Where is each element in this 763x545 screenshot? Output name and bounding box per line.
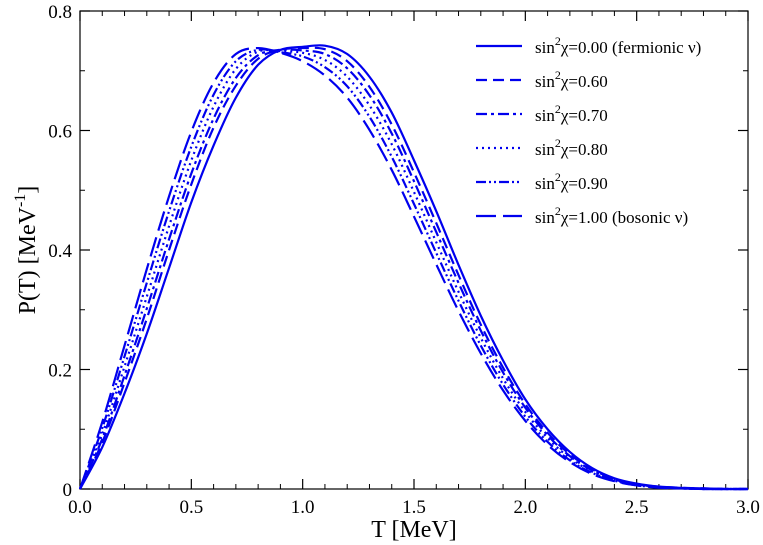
legend-label-3: sin2χ=0.80 bbox=[535, 136, 608, 159]
legend-label-2: sin2χ=0.70 bbox=[535, 102, 608, 125]
series-line-3 bbox=[78, 48, 748, 491]
y-axis-title-base: P(T) [MeV bbox=[15, 206, 41, 314]
tick-labels: 0.0 0.5 1.0 1.5 2.0 2.5 3.0 0 0.2 0.4 0.6 0.8 bbox=[48, 2, 760, 518]
x-tick-label: 1.5 bbox=[402, 497, 426, 518]
series-line-5 bbox=[78, 46, 748, 491]
y-axis-title: P(T) [MeV-1] bbox=[12, 186, 41, 315]
x-axis-title: T [MeV] bbox=[371, 517, 457, 543]
legend-label-0: sin2χ=0.00 (fermionic ν) bbox=[535, 34, 701, 57]
x-tick-label: 2.0 bbox=[513, 497, 537, 518]
series-line-4 bbox=[78, 48, 748, 491]
plot-frame bbox=[79, 10, 749, 490]
x-tick-label: 0.0 bbox=[68, 497, 92, 518]
y-tick-label: 0.2 bbox=[48, 361, 72, 382]
svg-text:P(T) [MeV-1]: P(T) [MeV-1] bbox=[12, 186, 41, 315]
y-tick-label: 0.4 bbox=[48, 241, 72, 262]
y-axis-title-close: ] bbox=[15, 186, 41, 194]
legend-label-4: sin2χ=0.90 bbox=[535, 170, 608, 193]
legend: sin2χ=0.00 (fermionic ν) sin2χ=0.60 sin2χ=… bbox=[476, 34, 701, 227]
x-tick-label: 1.0 bbox=[291, 497, 315, 518]
series-line-1 bbox=[79, 46, 749, 491]
series-line-0 bbox=[79, 44, 749, 491]
x-tick-label: 0.5 bbox=[179, 497, 203, 518]
series-layer bbox=[78, 44, 749, 491]
legend-label-1: sin2χ=0.60 bbox=[535, 68, 608, 91]
x-tick-label: 3.0 bbox=[736, 497, 760, 518]
y-tick-label: 0.6 bbox=[48, 122, 72, 143]
series-line-2 bbox=[78, 48, 748, 491]
x-tick-label: 2.5 bbox=[625, 497, 649, 518]
legend-label-5: sin2χ=1.00 (bosonic ν) bbox=[535, 204, 688, 227]
y-tick-label: 0.8 bbox=[48, 2, 72, 23]
y-tick-label: 0 bbox=[63, 480, 73, 501]
y-axis-title-sup: -1 bbox=[12, 194, 29, 207]
axis-ticks bbox=[79, 10, 749, 490]
